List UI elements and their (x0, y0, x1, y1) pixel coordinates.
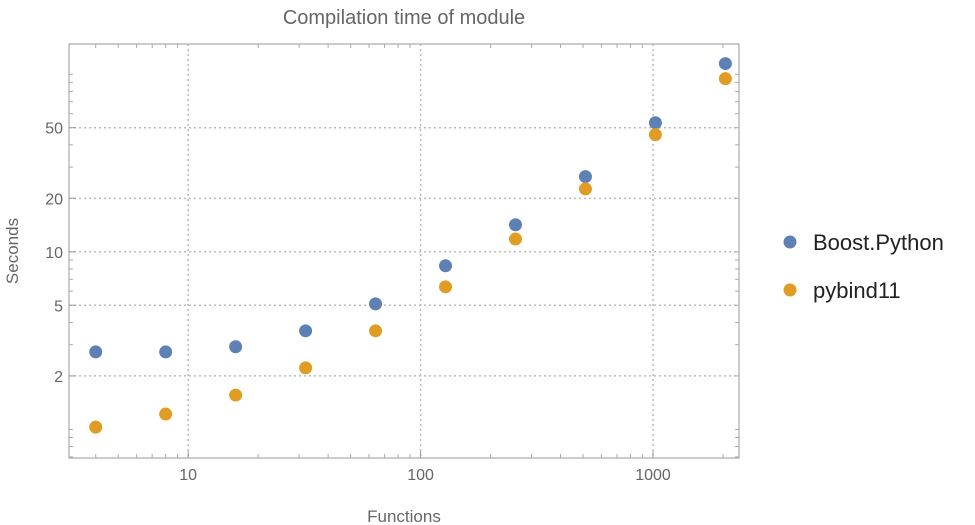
y-tick-label: 20 (45, 191, 63, 208)
data-point-boost-python (648, 116, 662, 130)
y-tick-label: 5 (54, 298, 63, 315)
chart-title: Compilation time of module (283, 7, 525, 29)
data-point-boost-python (369, 297, 383, 311)
x-tick-label: 100 (407, 467, 434, 484)
y-tick-label: 2 (54, 369, 63, 386)
axis-ticks: 10 100 1000 2 5 10 20 50 (45, 44, 739, 484)
legend-label: Boost.Python (813, 230, 944, 255)
data-point-boost-python (229, 340, 243, 354)
data-point-boost-python (89, 345, 103, 359)
data-point-pybind11 (159, 407, 173, 421)
data-point-pybind11 (578, 182, 592, 196)
data-point-pybind11 (89, 420, 103, 434)
data-point-boost-python (439, 259, 453, 273)
legend-label: pybind11 (813, 278, 901, 303)
x-axis-label: Functions (367, 507, 441, 525)
legend-marker (783, 283, 797, 297)
data-point-boost-python (299, 324, 313, 338)
data-point-boost-python (159, 345, 173, 359)
y-tick-label: 50 (45, 121, 63, 138)
y-axis-label: Seconds (3, 218, 22, 284)
legend-marker (783, 235, 797, 249)
plot-frame (68, 43, 740, 459)
data-point-pybind11 (508, 232, 522, 246)
data-points (89, 57, 732, 434)
data-point-pybind11 (229, 388, 243, 402)
data-point-boost-python (718, 57, 732, 71)
y-tick-label: 10 (45, 245, 63, 262)
data-point-pybind11 (718, 72, 732, 86)
data-point-boost-python (508, 218, 522, 232)
data-point-pybind11 (439, 280, 453, 294)
grid-lines (69, 44, 739, 458)
data-point-pybind11 (648, 128, 662, 142)
data-point-boost-python (578, 170, 592, 184)
data-point-pybind11 (369, 324, 383, 338)
legend: Boost.Python pybind11 (783, 230, 944, 303)
data-point-pybind11 (299, 361, 313, 375)
x-tick-label: 1000 (635, 467, 671, 484)
x-tick-label: 10 (179, 467, 197, 484)
